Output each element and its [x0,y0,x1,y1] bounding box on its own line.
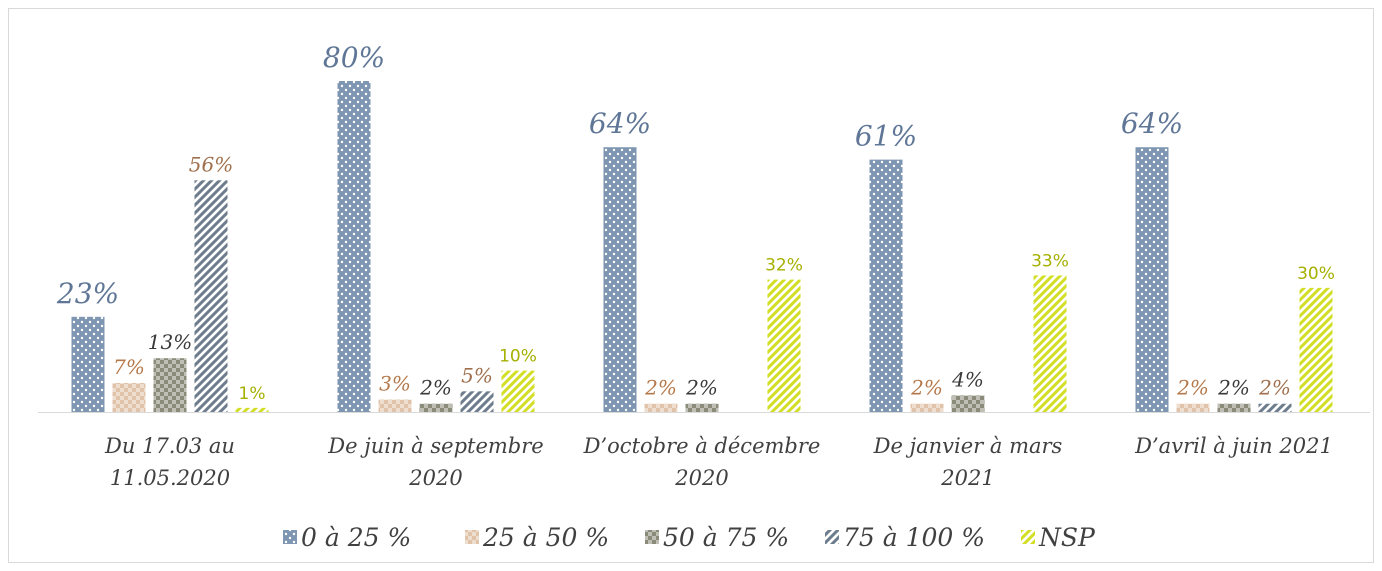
data-label: 23% [56,277,119,310]
data-label: 2% [1176,376,1209,400]
bar [194,180,228,412]
legend-label: 25 à 50 % [482,523,609,552]
x-tick-label: De janvier à mars 2021 [873,434,1063,490]
data-label: 2% [419,376,452,400]
bar [1176,403,1210,412]
data-label: 64% [589,107,651,140]
legend-label: 50 à 75 % [663,523,789,552]
bar [378,399,412,412]
legend-swatch [825,530,839,544]
legend-swatch [645,530,659,544]
data-label: 5% [461,363,493,387]
x-tick-label: Du 17.03 au 11.05.2020 [105,434,235,490]
bar [685,403,719,412]
data-label: 2% [644,376,677,400]
bar [1135,147,1169,412]
bar [460,391,494,412]
bar [951,395,985,412]
legend-label: NSP [1038,523,1096,552]
data-label: 30% [1297,264,1335,284]
data-label: 3% [379,372,411,396]
data-label: 2% [1258,376,1291,400]
data-label: 1% [239,384,266,404]
bar [869,159,903,412]
data-label: 2% [910,376,943,400]
bar [71,316,105,412]
bar [235,407,269,412]
data-label: 32% [765,256,803,276]
data-label: 7% [113,355,145,379]
legend-label: 75 à 100 % [843,523,985,552]
data-label: 2% [685,376,718,400]
bar [1033,275,1067,412]
bar [767,279,801,412]
bar [153,358,187,412]
data-label: 13% [148,330,192,354]
bar [644,403,678,412]
legend-swatch [283,530,297,544]
bar [112,383,146,412]
data-label: 33% [1031,251,1069,271]
legend-swatch [1021,530,1035,544]
bar [419,403,453,412]
data-label: 10% [499,347,537,367]
bar [337,81,371,412]
chart-border [8,8,1374,563]
x-tick-label: D’avril à juin 2021 [1135,434,1333,458]
legend-swatch [465,530,479,544]
bar [910,403,944,412]
data-label: 2% [1217,376,1250,400]
legend-label: 0 à 25 % [301,523,411,552]
bar [1217,403,1251,412]
x-tick-label: D’octobre à décembre 2020 [583,434,821,490]
bar [1258,403,1292,412]
bar [1299,287,1333,412]
data-label: 80% [323,41,385,74]
data-label: 64% [1121,107,1183,140]
data-label: 4% [951,367,984,391]
bar [501,370,535,412]
bar [603,147,637,412]
data-label: 61% [855,120,917,153]
data-label: 56% [189,152,233,176]
x-tick-label: De juin à septembre 2020 [328,434,544,490]
